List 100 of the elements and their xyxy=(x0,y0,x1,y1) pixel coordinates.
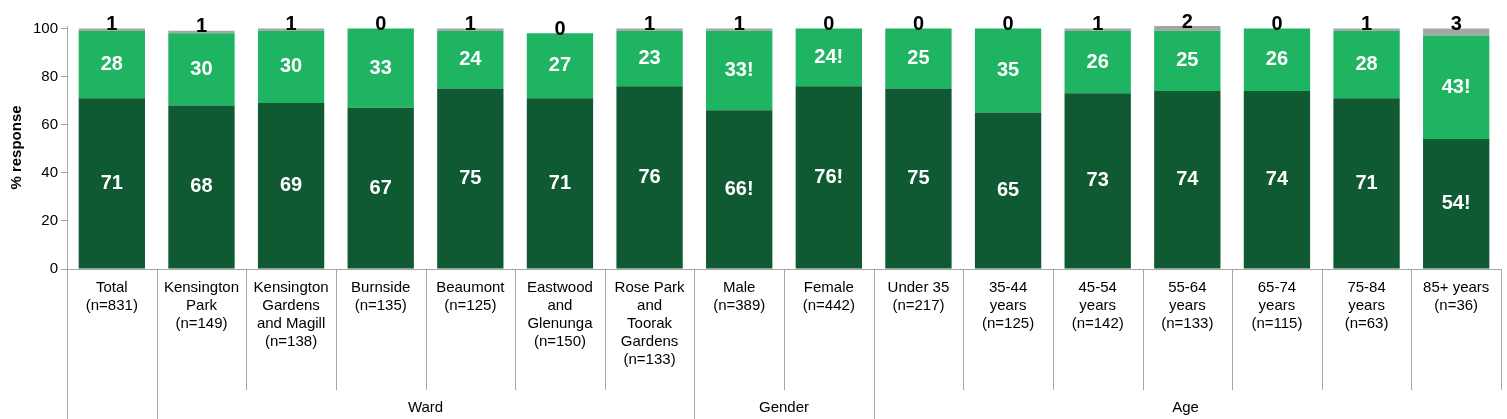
bar xyxy=(795,86,862,269)
x-tick-label: Kensington Park (n=149) xyxy=(163,278,239,332)
bar xyxy=(1333,98,1400,269)
x-tick-label: Male (n=389) xyxy=(713,278,766,314)
data-label: 1 xyxy=(285,11,297,34)
bar xyxy=(706,28,773,31)
bar xyxy=(347,107,414,269)
bar xyxy=(1333,30,1400,99)
bar xyxy=(1333,28,1400,31)
data-label: 75 xyxy=(907,166,930,189)
data-label: 75 xyxy=(459,166,482,189)
data-label: 0 xyxy=(1002,11,1014,34)
data-label: 27 xyxy=(548,53,572,76)
x-tick-label: Burnside (n=135) xyxy=(351,278,411,314)
data-label: 76! xyxy=(814,164,844,187)
data-label: 24 xyxy=(459,47,483,70)
data-label: 26 xyxy=(1086,49,1109,72)
y-tick-label: 60 xyxy=(41,114,59,132)
data-label: 2 xyxy=(1181,9,1193,32)
data-label: 1 xyxy=(106,11,118,34)
data-label: 1 xyxy=(464,11,476,34)
bar xyxy=(1423,35,1490,140)
data-label: 1 xyxy=(733,11,745,34)
bar xyxy=(526,98,594,269)
data-label: 25 xyxy=(1176,48,1199,71)
bar xyxy=(1064,30,1131,94)
x-tick-label: 45-54 years (n=142) xyxy=(1071,278,1124,332)
x-tick-label: 85+ years (n=36) xyxy=(1423,278,1490,314)
bar xyxy=(616,86,683,269)
bar xyxy=(706,30,773,111)
bar xyxy=(78,28,145,31)
bar xyxy=(257,30,325,103)
data-label: 0 xyxy=(823,11,835,34)
bar xyxy=(1064,93,1131,269)
bar xyxy=(437,88,504,269)
bar xyxy=(347,28,414,108)
x-tick-label: Rose Park and Toorak Gardens (n=133) xyxy=(614,278,686,368)
y-tick-label: 0 xyxy=(49,259,59,277)
x-tick-label: Under 35 (n=217) xyxy=(887,278,950,314)
data-label: 26 xyxy=(1265,47,1289,70)
bar xyxy=(437,28,504,31)
data-label: 33 xyxy=(369,55,392,78)
data-label: 76 xyxy=(638,164,661,187)
data-label: 30 xyxy=(190,56,213,79)
x-tick-label: 35-44 years (n=125) xyxy=(982,278,1035,332)
data-label: 43! xyxy=(1441,74,1471,97)
bar xyxy=(1154,30,1221,91)
data-label: 24! xyxy=(814,44,844,67)
data-label: 69 xyxy=(279,173,303,196)
data-label: 66! xyxy=(724,176,754,199)
data-label: 1 xyxy=(1092,11,1104,34)
bar xyxy=(1243,28,1311,91)
y-axis-title: % response xyxy=(7,105,25,190)
x-tick-label: 65-74 years (n=115) xyxy=(1251,278,1303,332)
bar xyxy=(1423,28,1490,36)
bar xyxy=(1423,139,1490,269)
data-label: 0 xyxy=(1271,11,1283,34)
data-label: 1 xyxy=(195,14,208,37)
data-label: 28 xyxy=(1355,52,1378,75)
y-tick-label: 100 xyxy=(33,18,59,36)
data-label: 65 xyxy=(996,178,1020,201)
data-label: 71 xyxy=(100,170,123,193)
bar xyxy=(706,110,773,269)
data-label: 1 xyxy=(1361,11,1373,34)
data-label: 74 xyxy=(1265,167,1289,190)
y-tick-label: 40 xyxy=(41,162,59,180)
text: Gender xyxy=(758,398,810,415)
text: Age xyxy=(1172,398,1199,415)
bar xyxy=(78,98,145,269)
bar xyxy=(885,88,952,269)
data-label: 0 xyxy=(375,11,387,34)
data-label: 67 xyxy=(369,175,392,198)
y-tick-label: 20 xyxy=(41,211,59,229)
bar xyxy=(1064,28,1131,31)
bar xyxy=(616,30,683,87)
bar xyxy=(526,33,594,99)
bar xyxy=(974,28,1042,113)
y-tick-label: 80 xyxy=(41,66,59,84)
data-label: 0 xyxy=(912,11,925,34)
x-tick-label: Female (n=442) xyxy=(802,278,855,314)
x-tick-label: 55-64 years (n=133) xyxy=(1161,278,1214,332)
bar xyxy=(616,28,683,31)
data-label: 35 xyxy=(996,58,1020,81)
data-label: 25 xyxy=(907,46,930,68)
x-tick-label: Kensington Gardens and Magill (n=138) xyxy=(253,278,329,350)
bar xyxy=(795,28,862,87)
x-tick-label: Total (n=831) xyxy=(85,278,138,314)
bar xyxy=(974,112,1042,269)
bar xyxy=(168,105,235,269)
bar xyxy=(257,102,325,269)
data-label: 30 xyxy=(279,54,303,77)
data-label: 71 xyxy=(1355,170,1378,193)
x-tick-label: Beaumont (n=125) xyxy=(436,278,506,314)
bar xyxy=(168,33,235,106)
data-label: 23 xyxy=(638,46,661,68)
bar xyxy=(1154,26,1221,31)
bar xyxy=(437,30,504,89)
bar xyxy=(1243,90,1311,269)
data-label: 71 xyxy=(548,170,572,193)
data-label: 33! xyxy=(724,58,754,81)
